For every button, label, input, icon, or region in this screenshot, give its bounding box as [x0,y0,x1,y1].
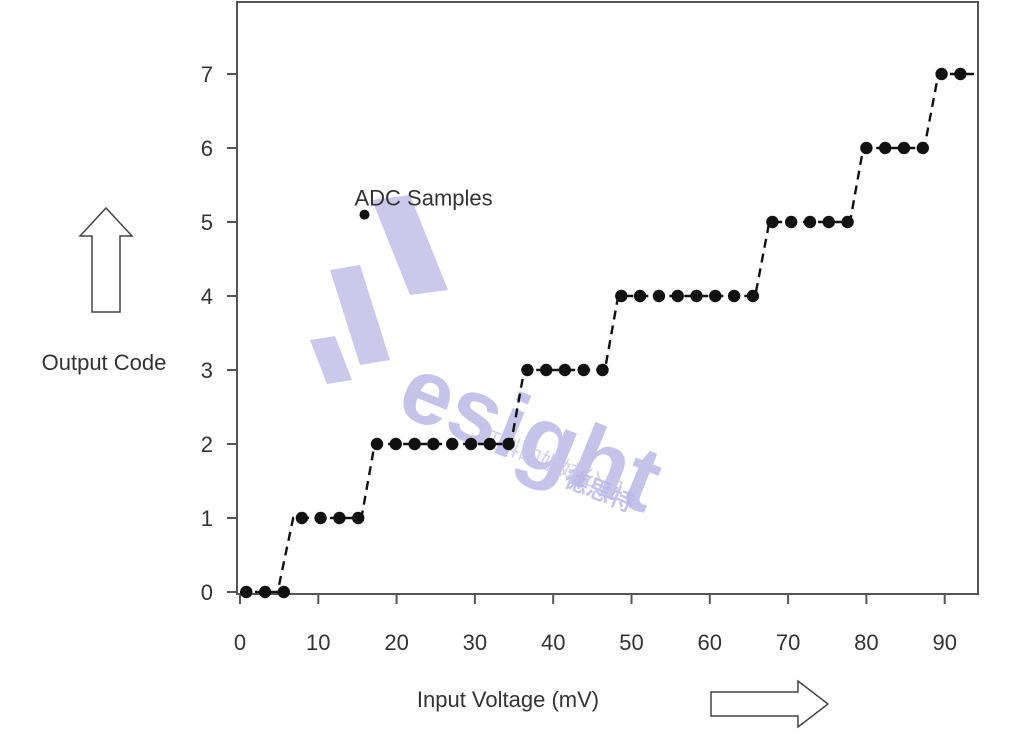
hollow-arrow-up-icon [78,206,134,313]
adc-sample-point [615,289,628,303]
adc-sample-point [370,437,384,451]
y-tick-label: 2 [201,432,213,457]
adc-sample-point [558,363,572,377]
adc-sample-point [408,437,421,451]
adc-sample-point [314,511,327,525]
adc-sample-point [483,437,496,451]
adc-sample-point [464,437,478,451]
x-tick-label: 90 [932,630,956,655]
adc-sample-point [389,437,402,451]
y-tick-label: 0 [201,580,213,605]
y-tick-label: 4 [201,284,213,309]
x-tick-label: 80 [854,630,878,655]
adc-sample-point [521,363,534,377]
watermark-logo-shape [330,265,390,365]
adc-sample-point [596,363,609,377]
adc-sample-point [916,141,929,155]
adc-sample-point [540,363,553,377]
adc-sample-point [727,289,741,303]
adc-sample-point [633,289,647,303]
x-tick-label: 60 [698,630,722,655]
adc-sample-point [577,363,590,377]
adc-sample-point [502,437,515,451]
x-tick-label: 30 [463,630,487,655]
watermark-logo-shape [372,195,448,295]
axis-ticks [227,73,946,604]
y-axis-title: Output Code [42,350,167,375]
adc-sample-point [822,215,835,229]
x-axis-title: Input Voltage (mV) [417,687,599,712]
x-tick-label: 50 [619,630,643,655]
adc-sample-point [277,585,290,599]
y-tick-label: 7 [201,62,213,87]
adc-sample-point [935,67,948,81]
adc-sample-point [766,215,779,229]
adc-sample-point [897,141,911,155]
annotation-label: ADC Samples [354,186,492,211]
x-tick-label: 40 [541,630,565,655]
hollow-arrow-right-icon [710,679,830,729]
adc-sample-point [860,141,873,155]
adc-sample-point [333,511,346,525]
adc-sample-point [671,289,684,303]
x-tick-label: 70 [776,630,800,655]
transfer-curve-layer [240,72,980,594]
adc-sample-point [803,215,817,229]
adc-sample-point [785,215,798,229]
tick-labels: 0 10 20 30 40 50 60 70 80 90 0 1 2 3 4 5 6 7 [201,62,957,655]
y-tick-label: 3 [201,358,213,383]
plot-frame [236,1,979,595]
adc-sample-point [954,67,967,81]
adc-sample-point [709,289,722,303]
x-tick-label: 20 [384,630,408,655]
adc-sample-point [841,215,854,229]
adc-sample-point [446,437,459,451]
watermark-logo-shape [310,336,352,384]
adc-sample-points [240,67,967,599]
x-tick-label: 0 [234,630,246,655]
adc-sample-point [652,289,666,303]
adc-sample-point [240,585,253,599]
x-tick-label: 10 [306,630,330,655]
adc-sample-point [295,511,309,525]
y-tick-label: 1 [201,506,213,531]
adc-sample-point [879,141,892,155]
y-tick-label: 5 [201,210,213,235]
adc-sample-point [258,585,272,599]
y-tick-label: 6 [201,136,213,161]
adc-sample-point [746,289,760,303]
transfer-curve-line [240,72,980,594]
annotation-marker [359,209,370,220]
watermark: esight 德思特 虹科的姐妹公司 [310,195,676,532]
adc-sample-point [427,437,440,451]
adc-sample-point [690,289,703,303]
adc-sample-point [352,511,365,525]
